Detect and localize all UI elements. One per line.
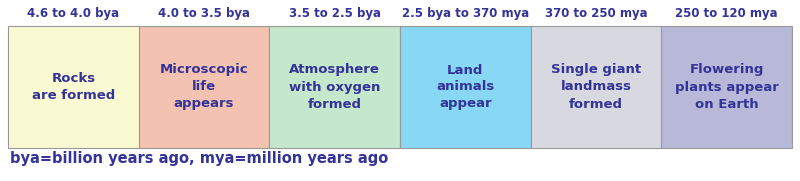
Text: 2.5 bya to 370 mya: 2.5 bya to 370 mya xyxy=(402,7,529,20)
Bar xyxy=(662,26,792,148)
Bar xyxy=(270,26,400,148)
Bar xyxy=(138,26,270,148)
Text: 4.0 to 3.5 bya: 4.0 to 3.5 bya xyxy=(158,7,250,20)
Text: Microscopic
life
appears: Microscopic life appears xyxy=(160,64,248,110)
Text: bya=billion years ago, mya=million years ago: bya=billion years ago, mya=million years… xyxy=(10,150,388,165)
Bar xyxy=(8,26,138,148)
Bar xyxy=(530,26,662,148)
Text: 3.5 to 2.5 bya: 3.5 to 2.5 bya xyxy=(289,7,381,20)
Text: 370 to 250 mya: 370 to 250 mya xyxy=(545,7,647,20)
Text: 4.6 to 4.0 bya: 4.6 to 4.0 bya xyxy=(27,7,119,20)
Text: Flowering
plants appear
on Earth: Flowering plants appear on Earth xyxy=(674,64,778,110)
Bar xyxy=(400,26,530,148)
Text: 250 to 120 mya: 250 to 120 mya xyxy=(675,7,778,20)
Text: Rocks
are formed: Rocks are formed xyxy=(32,72,115,102)
Text: Land
animals
appear: Land animals appear xyxy=(436,64,494,110)
Text: Atmosphere
with oxygen
formed: Atmosphere with oxygen formed xyxy=(289,64,380,110)
Text: Single giant
landmass
formed: Single giant landmass formed xyxy=(551,64,641,110)
